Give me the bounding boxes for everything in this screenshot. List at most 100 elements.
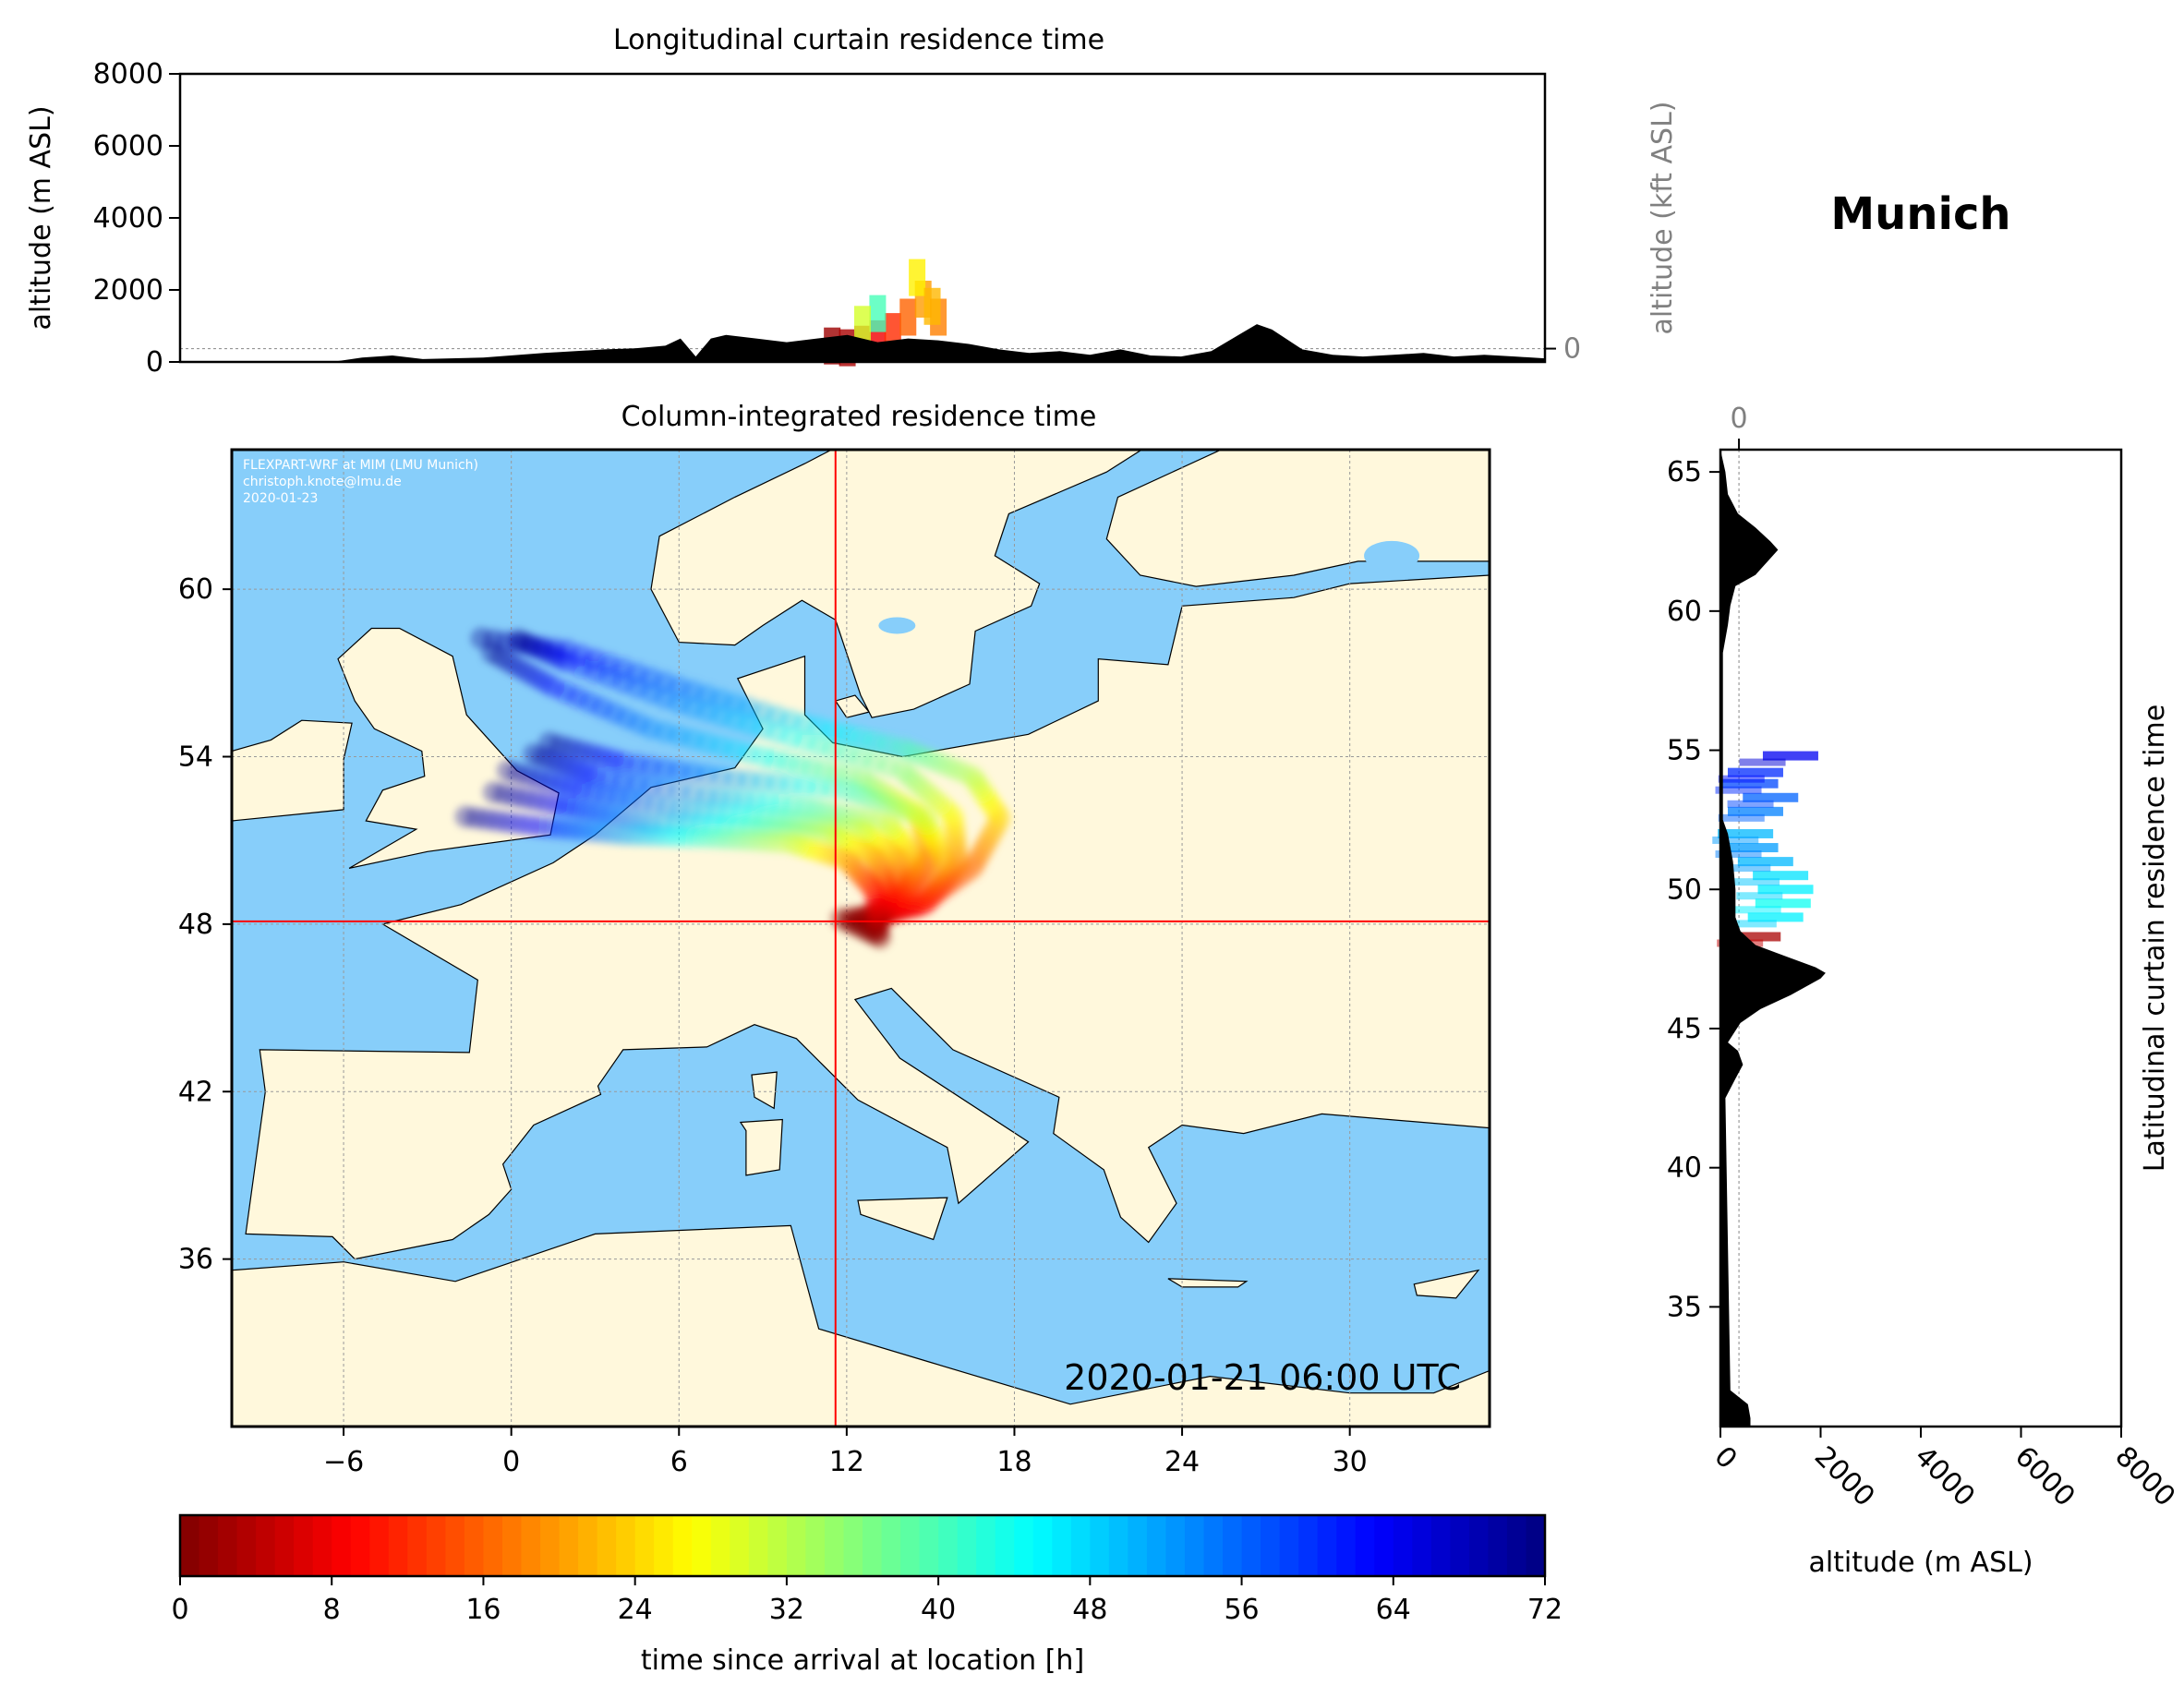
column-panel: Column-integrated residence time −6 0 6 12 1… [178,401,1491,1478]
residence-cell [854,306,871,343]
colorbar-step [1108,1515,1128,1576]
colorbar-step [540,1515,561,1576]
colorbar-step [1261,1515,1281,1576]
colorbar-step [995,1515,1015,1576]
north-africa [232,1224,1490,1427]
colorbar-step [1279,1515,1299,1576]
residence-cell [1722,778,1779,789]
latitudinal-title: Latitudinal curtain residence time [2139,704,2171,1172]
plume-point [523,742,546,765]
colorbar-tick-label: 24 [618,1594,653,1626]
residence-cell [1727,806,1783,816]
column-title: Column-integrated residence time [621,401,1097,433]
plume-point [454,805,477,828]
colorbar-step [748,1515,768,1576]
colorbar-step [388,1515,408,1576]
map-axes: −6 0 6 12 18 24 30 36 42 48 54 60 [178,573,1368,1478]
colorbar-step [294,1515,314,1576]
location-title: Munich [1830,188,2010,240]
colorbar-step [1317,1515,1337,1576]
x-tick-label: 6000 [2009,1440,2081,1513]
colorbar-tick-label: 72 [1527,1594,1563,1626]
credit-line-1: FLEXPART-WRF at MIM (LMU Munich) [243,458,478,473]
colorbar-step [692,1515,712,1576]
map-frame [230,448,1491,1428]
y-tick-label: 6000 [93,130,163,163]
y-tick-label: 35 [1667,1291,1702,1323]
residence-cell [1712,836,1759,844]
colorbar-step [483,1515,503,1576]
colorbar-step [1070,1515,1091,1576]
y-tick-label: 60 [178,573,213,606]
longitudinal-ylabel: altitude (m ASL) [25,105,57,330]
crete [1167,1278,1249,1288]
lake-vattern [878,617,916,634]
y-tick-label: 4000 [93,202,163,235]
corsica [751,1071,778,1110]
y-tick-label: 8000 [93,58,163,90]
colorbar-step [407,1515,428,1576]
colorbar-step [236,1515,257,1576]
residence-cell [1722,843,1779,853]
residence-cell [1725,932,1781,942]
residence-cell [899,298,917,336]
colorbar-step [843,1515,863,1576]
colorbar-step [464,1515,485,1576]
y-tick-label: 55 [1667,735,1702,767]
colorbar-step [578,1515,598,1576]
residence-cell [1762,751,1818,761]
colorbar-step [199,1515,219,1576]
colorbar-step [1090,1515,1110,1576]
colorbar-tick-label: 8 [323,1594,341,1626]
residence-cell [869,295,887,332]
residence-cell [1718,813,1765,822]
colorbar-step [786,1515,807,1576]
colorbar-step [180,1515,200,1576]
colorbar-step [919,1515,939,1576]
colorbar-step [1014,1515,1034,1576]
timestamp: 2020-01-21 06:00 UTC [1064,1357,1461,1398]
colorbar-tick-label: 0 [171,1594,188,1626]
colorbar-tick-label: 16 [465,1594,501,1626]
residence-cell [1715,850,1762,859]
colorbar-step [1374,1515,1394,1576]
residence-cell [1715,786,1762,794]
sardinia [739,1118,783,1176]
colorbar-step [900,1515,921,1576]
colorbar-step [1184,1515,1205,1576]
cyprus [1413,1269,1480,1299]
colorbar-step [312,1515,332,1576]
x-tick-label: 30 [1333,1446,1368,1478]
residence-cell [1757,885,1814,895]
colorbar-step [1506,1515,1527,1576]
residence-cell [1734,906,1781,914]
colorbar-step [1430,1515,1451,1576]
x-tick-label: 0 [1707,1440,1743,1475]
colorbar-step [426,1515,446,1576]
colorbar-step [1468,1515,1490,1576]
colorbar-axes: 0 8 16 24 32 40 48 56 64 72 [171,1576,1563,1626]
scandinavia [650,450,1143,718]
colorbar-step [672,1515,693,1576]
colorbar-step [957,1515,977,1576]
x-tick-label: 18 [996,1446,1032,1478]
zealand [834,694,871,718]
residence-cell [1739,758,1786,766]
plume-point [507,628,530,651]
y-tick-label: 60 [1667,596,1702,628]
terrain-profile [1720,450,1826,1427]
colorbar-step [274,1515,295,1576]
colorbar-step [1032,1515,1053,1576]
plume-point [480,641,503,664]
latitudinal-panel: 0501003540455055606502000400060008000 al… [1667,403,2181,1579]
colorbar-step [1223,1515,1243,1576]
residence-cell [1733,878,1780,886]
y-tick-label: 40 [1667,1152,1702,1185]
colorbar: 0 8 16 24 32 40 48 56 64 72 time since arrival at… [171,1513,1563,1677]
colorbar-step [863,1515,883,1576]
residence-time-plumes [454,627,1012,949]
residence-cell [1737,857,1793,867]
colorbar-tick-label: 40 [921,1594,956,1626]
longitudinal-panel: Longitudinal curtain residence time 0501… [25,24,1679,379]
